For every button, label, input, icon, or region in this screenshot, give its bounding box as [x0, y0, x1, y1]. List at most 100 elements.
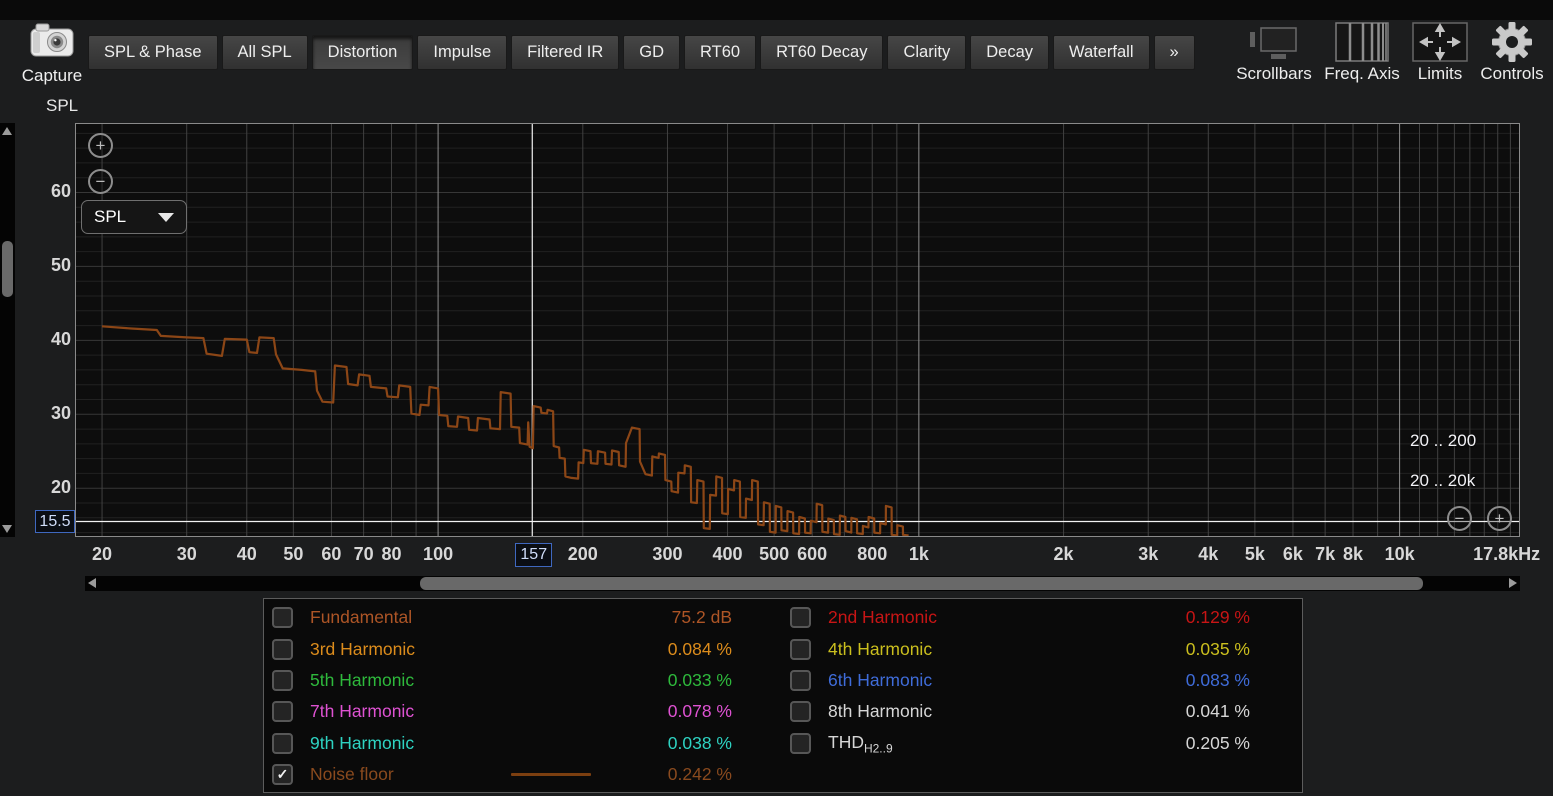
legend-label: 9th Harmonic — [310, 732, 415, 753]
legend-value: 0.084 % — [667, 638, 732, 659]
legend-checkbox-6th-harmonic[interactable] — [790, 669, 811, 691]
x-zoom-in-button[interactable]: + — [1487, 506, 1512, 531]
window-titlebar — [0, 0, 1553, 20]
x-tick-label: 80 — [381, 544, 402, 564]
tab-waterfall[interactable]: Waterfall — [1053, 35, 1150, 70]
legend-checkbox-2nd-harmonic[interactable] — [790, 607, 811, 629]
capture-label: Capture — [21, 66, 83, 85]
legend-value: 75.2 dB — [671, 607, 732, 628]
limits-label: Limits — [1417, 64, 1463, 83]
y-tick-label: 20 — [50, 477, 71, 498]
legend-line-swatch — [980, 665, 1150, 696]
horizontal-scroll-thumb[interactable] — [420, 577, 1423, 590]
tab-filtered-ir[interactable]: Filtered IR — [511, 35, 620, 70]
legend-value: 0.129 % — [1185, 607, 1250, 628]
x-tick-label: 800 — [857, 544, 888, 564]
legend-value: 0.033 % — [667, 669, 732, 690]
legend-value: 0.083 % — [1185, 669, 1250, 690]
legend-line-swatch — [980, 602, 1150, 633]
gear-icon: /**/ — [1475, 20, 1549, 64]
legend-label: THDH2..9 — [828, 731, 893, 756]
tab-impulse[interactable]: Impulse — [417, 35, 508, 70]
x-tick-label: 600 — [797, 544, 828, 564]
legend-checkbox-9th-harmonic[interactable] — [272, 732, 293, 754]
scrollbars-button[interactable]: Scrollbars — [1231, 20, 1317, 84]
tab-decay[interactable]: Decay — [970, 35, 1050, 70]
range-20-200-button[interactable]: 20 .. 200 — [1410, 431, 1477, 450]
tab-distortion[interactable]: Distortion — [311, 35, 414, 70]
legend-checkbox-8th-harmonic[interactable] — [790, 701, 811, 723]
tab-spl-phase[interactable]: SPL & Phase — [88, 35, 218, 70]
legend-line-swatch — [462, 665, 632, 696]
tab-gd[interactable]: GD — [623, 35, 680, 70]
tab-clarity[interactable]: Clarity — [887, 35, 967, 70]
chevron-down-icon — [158, 212, 174, 222]
legend-value: 0.078 % — [667, 701, 732, 722]
tab-all-spl[interactable]: All SPL — [221, 35, 308, 70]
legend-value: 0.035 % — [1185, 638, 1250, 659]
x-tick-label: 400 — [712, 544, 743, 564]
distortion-plot[interactable] — [75, 123, 1520, 537]
x-tick-label: 8k — [1343, 544, 1364, 564]
legend-checkbox-fundamental[interactable] — [272, 607, 293, 629]
vertical-scrollbar[interactable] — [0, 123, 15, 537]
legend-checkbox-noise-floor[interactable]: ✓ — [272, 764, 293, 786]
legend-line-swatch — [462, 696, 632, 727]
scroll-right-arrow-icon[interactable] — [1509, 578, 1517, 588]
legend-row: 8th Harmonic 0.041 % — [790, 696, 1295, 727]
vertical-scroll-thumb[interactable] — [2, 241, 13, 297]
legend-line-swatch — [980, 633, 1150, 664]
limits-button[interactable]: Limits — [1410, 20, 1470, 84]
y-tick-label: 30 — [50, 403, 71, 424]
zoom-in-button[interactable]: + — [88, 133, 113, 158]
legend-row: Fundamental 75.2 dB — [272, 602, 777, 633]
legend-checkbox-3rd-harmonic[interactable] — [272, 638, 293, 660]
capture-button[interactable]: Capture — [18, 22, 86, 86]
x-tick-label: 1k — [908, 544, 929, 564]
plot-background — [75, 123, 1520, 537]
legend-checkbox-4th-harmonic[interactable] — [790, 638, 811, 660]
graph-tabs: SPL & Phase All SPL Distortion Impulse Filte… — [88, 35, 1195, 70]
legend-checkbox-thd[interactable] — [790, 732, 811, 754]
x-tick-label: 500 — [759, 544, 790, 564]
legend-row: 4th Harmonic 0.035 % — [790, 633, 1295, 664]
legend-label: 8th Harmonic — [828, 701, 933, 722]
freq-axis-button[interactable]: Freq. Axis — [1317, 20, 1407, 84]
controls-button[interactable]: /**/ Controls — [1475, 20, 1549, 84]
freq-axis-icon — [1317, 20, 1407, 64]
zoom-out-button[interactable]: − — [88, 169, 113, 194]
x-tick-label: 40 — [236, 544, 257, 564]
camera-icon — [30, 23, 74, 57]
legend-row: 3rd Harmonic 0.084 % — [272, 633, 777, 664]
x-zoom-out-button[interactable]: − — [1447, 506, 1472, 531]
legend-value: 0.205 % — [1185, 732, 1250, 753]
legend-checkbox-7th-harmonic[interactable] — [272, 701, 293, 723]
legend-row: 9th Harmonic 0.038 % — [272, 728, 777, 759]
x-tick-label: 17.8kHz — [1473, 544, 1541, 564]
tab-rt60-decay[interactable]: RT60 Decay — [760, 35, 884, 70]
scroll-up-arrow-icon[interactable] — [2, 127, 12, 135]
cursor-freq-readout: 157 — [515, 543, 553, 567]
y-axis-title: SPL — [46, 96, 79, 115]
horizontal-scrollbar[interactable] — [85, 576, 1520, 591]
spl-series-dropdown[interactable]: SPL — [81, 200, 187, 234]
x-tick-label: 2k — [1053, 544, 1074, 564]
y-tick-label: 40 — [50, 329, 71, 350]
limits-icon — [1410, 20, 1470, 64]
x-tick-label: 6k — [1282, 544, 1303, 564]
legend-line-swatch — [980, 696, 1150, 727]
x-tick-label: 50 — [283, 544, 304, 564]
cursor-spl-readout: 15.5 — [35, 510, 75, 534]
legend-label: Noise floor — [310, 764, 394, 785]
legend-row: 5th Harmonic 0.033 % — [272, 665, 777, 696]
tab-rt60[interactable]: RT60 — [684, 35, 757, 70]
tab-[interactable]: » — [1153, 35, 1195, 70]
legend-row: THDH2..9 0.205 % — [790, 728, 1295, 759]
freq-axis-label: Freq. Axis — [1324, 64, 1400, 83]
scroll-down-arrow-icon[interactable] — [2, 525, 12, 533]
x-tick-label: 4k — [1198, 544, 1219, 564]
legend-checkbox-5th-harmonic[interactable] — [272, 669, 293, 691]
scroll-left-arrow-icon[interactable] — [88, 578, 96, 588]
range-20-20k-button[interactable]: 20 .. 20k — [1410, 471, 1476, 490]
controls-label: Controls — [1480, 64, 1544, 83]
